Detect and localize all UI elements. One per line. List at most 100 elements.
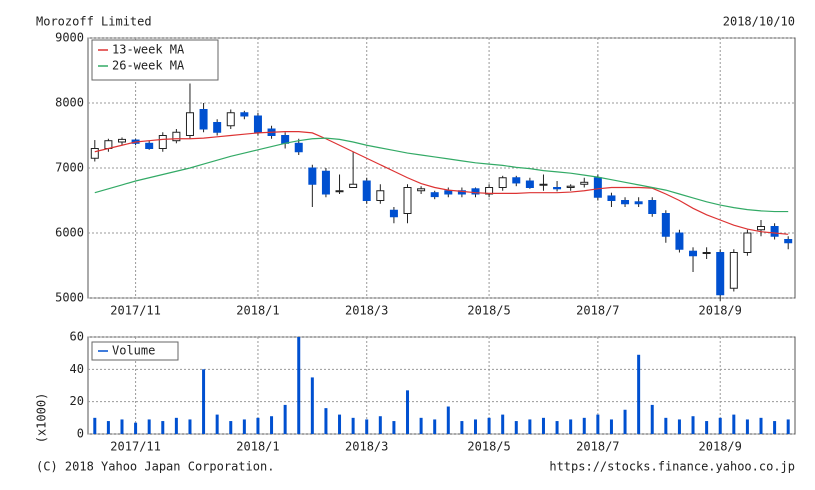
candle-body <box>417 188 426 192</box>
volume-bar <box>93 417 97 434</box>
y-tick-label: 5000 <box>55 291 84 305</box>
candle-body <box>335 190 344 193</box>
volume-bar <box>310 377 314 434</box>
candle-body <box>281 135 290 144</box>
candle-body <box>743 232 752 253</box>
volume-bar <box>338 414 342 434</box>
candle-body <box>362 180 371 201</box>
volume-bar <box>446 406 450 434</box>
candle-body <box>702 252 711 254</box>
volume-bar <box>297 337 301 434</box>
volume-bar <box>514 421 518 434</box>
x-tick-label: 2017/11 <box>110 440 161 454</box>
volume-bar <box>609 419 613 434</box>
volume-bar <box>174 417 178 434</box>
volume-bar <box>215 414 219 434</box>
legend-box <box>91 39 219 81</box>
volume-bar <box>188 419 192 434</box>
candle-body <box>498 177 507 188</box>
candle-body <box>240 112 249 117</box>
x-tick-label: 2018/9 <box>699 304 742 318</box>
candle-body <box>607 195 616 201</box>
y-tick-label: 40 <box>70 362 84 376</box>
y-tick-label: 9000 <box>55 31 84 45</box>
x-tick-label: 2018/7 <box>576 304 619 318</box>
volume-bar <box>202 369 206 434</box>
candle-body <box>770 226 779 237</box>
x-tick-label: 2018/1 <box>236 440 279 454</box>
x-tick-label: 2017/11 <box>110 304 161 318</box>
candle-body <box>539 183 548 186</box>
candle-body <box>90 148 99 159</box>
chart-title: Morozoff Limited <box>36 15 152 29</box>
volume-bar <box>555 421 559 434</box>
volume-bar <box>650 404 654 434</box>
candle-body <box>158 135 167 149</box>
candle-body <box>226 112 235 127</box>
volume-bar <box>732 414 736 434</box>
volume-bar <box>256 417 260 434</box>
volume-bar <box>161 421 165 434</box>
volume-bar <box>106 421 110 434</box>
volume-bar <box>623 409 627 434</box>
candle-body <box>308 167 317 185</box>
volume-bar <box>134 422 138 434</box>
candle-body <box>689 250 698 257</box>
candle-body <box>213 122 222 133</box>
candle-body <box>457 190 466 195</box>
candle-body <box>634 201 643 205</box>
volume-bar <box>351 417 355 434</box>
candle-body <box>729 252 738 289</box>
volume-bar <box>569 419 573 434</box>
x-tick-label: 2018/5 <box>467 304 510 318</box>
candle-body <box>403 187 412 214</box>
candle-body <box>199 109 208 130</box>
candle-body <box>389 209 398 218</box>
candle-body <box>621 200 630 205</box>
volume-bar <box>773 421 777 434</box>
candle-body <box>349 183 358 188</box>
volume-bar <box>147 419 151 434</box>
candle-body <box>444 190 453 195</box>
legend-label: 13-week MA <box>112 43 185 57</box>
x-tick-label: 2018/7 <box>576 440 619 454</box>
volume-bar <box>677 419 681 434</box>
y-tick-label: 20 <box>70 394 84 408</box>
candle-body <box>430 192 439 198</box>
volume-bar <box>487 417 491 434</box>
candle-body <box>553 187 562 190</box>
volume-bar <box>596 414 600 434</box>
candle-body <box>661 213 670 237</box>
volume-bar <box>242 419 246 434</box>
copyright: (C) 2018 Yahoo Japan Corporation. <box>36 460 274 474</box>
volume-bar <box>745 419 749 434</box>
x-tick-label: 2018/3 <box>345 304 388 318</box>
volume-bar <box>392 421 396 434</box>
volume-bar <box>528 419 532 434</box>
ma-line <box>94 137 789 213</box>
volume-bar <box>541 417 545 434</box>
volume-bar <box>759 417 763 434</box>
volume-bar <box>433 419 437 434</box>
volume-bar <box>406 390 410 434</box>
x-tick-label: 2018/3 <box>345 440 388 454</box>
volume-bar <box>501 414 505 434</box>
y-tick-label: 0 <box>77 427 84 441</box>
volume-bar <box>786 419 790 434</box>
volume-bar <box>120 419 124 434</box>
candle-body <box>117 138 126 143</box>
volume-bar <box>229 421 233 434</box>
y-tick-label: 7000 <box>55 161 84 175</box>
candle-body <box>593 177 602 198</box>
volume-bar <box>637 354 641 434</box>
candle-body <box>172 131 181 142</box>
volume-bar <box>283 404 287 434</box>
y-tick-label: 60 <box>70 330 84 344</box>
candle-body <box>580 181 589 185</box>
y-axis-label: (x1000) <box>35 393 49 444</box>
volume-bar <box>705 421 709 434</box>
legend-label: 26-week MA <box>112 59 185 73</box>
candle-body <box>294 142 303 153</box>
volume-bar <box>582 417 586 434</box>
source-url: https://stocks.finance.yahoo.co.jp <box>549 460 795 474</box>
